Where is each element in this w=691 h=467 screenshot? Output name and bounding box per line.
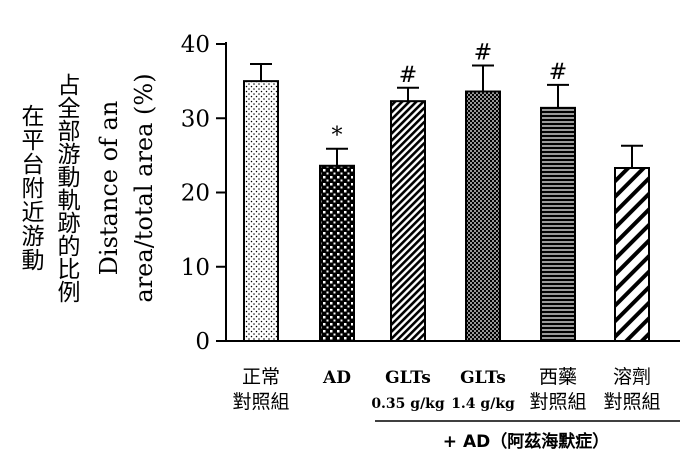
- group-label: + AD（阿茲海默症）: [443, 431, 609, 452]
- x-tick-label-line1: 溶劑: [613, 366, 651, 388]
- bar-2: [390, 100, 426, 342]
- ylabel-en-line2: area/total area (%): [130, 73, 158, 302]
- bar-3: [465, 90, 501, 342]
- x-tick-label-line2: 對照組: [603, 391, 660, 413]
- bar-1: [319, 164, 355, 342]
- y-tick-label: 30: [181, 106, 210, 132]
- bar-0: [243, 80, 279, 342]
- x-tick-label-line1: 西藥: [539, 366, 577, 388]
- significance-marker-4: #: [549, 60, 567, 85]
- x-tick-label-line1: GLTs: [385, 368, 431, 388]
- ylabel-zh-outer: 在平台附近游動: [17, 104, 45, 272]
- x-tick-label-line2: 對照組: [232, 391, 289, 413]
- significance-marker-3: #: [474, 41, 492, 66]
- x-tick-label-line2: 0.35 g/kg: [371, 396, 445, 412]
- x-tick-label-line1: 正常: [242, 366, 280, 388]
- x-tick-label-line2: 1.4 g/kg: [451, 396, 515, 412]
- bar-5: [614, 166, 650, 342]
- y-tick-label: 10: [181, 255, 210, 281]
- ylabel-zh-inner: 占全部游動軌跡的比例: [53, 73, 81, 303]
- bar-4: [540, 106, 576, 343]
- y-tick-label: 40: [181, 32, 210, 58]
- significance-marker-2: #: [399, 63, 417, 88]
- y-tick-label: 0: [195, 329, 210, 355]
- significance-marker-1: *: [332, 124, 343, 149]
- x-tick-label-line1: GLTs: [460, 368, 506, 388]
- ylabel-en-line1: Distance of an: [95, 101, 123, 276]
- y-tick-label: 20: [181, 181, 210, 207]
- x-tick-label-line1: AD: [322, 368, 351, 388]
- x-tick-label-line2: 對照組: [529, 391, 586, 413]
